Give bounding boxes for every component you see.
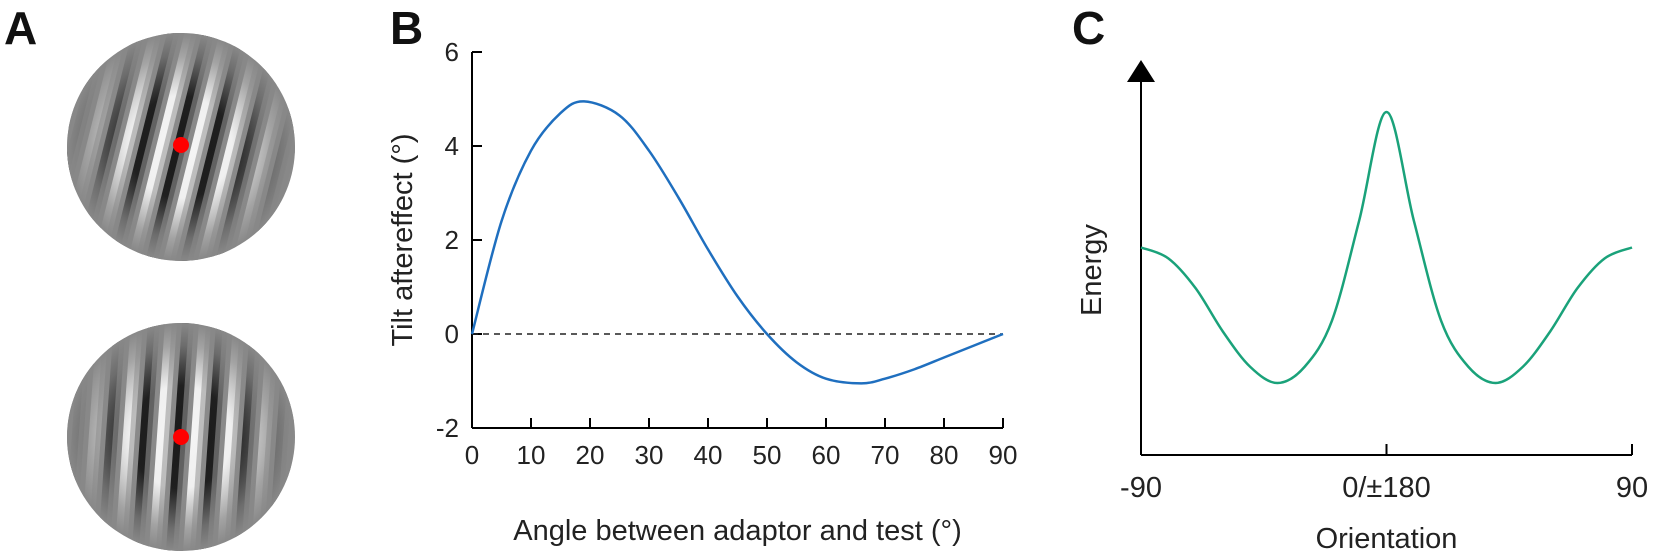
x-tick-label: 40 bbox=[694, 440, 723, 470]
x-tick-label: 50 bbox=[753, 440, 782, 470]
x-tick-label: 10 bbox=[517, 440, 546, 470]
panel-letter-c: C bbox=[1072, 2, 1105, 54]
x-tick-label: -90 bbox=[1120, 472, 1162, 504]
x-tick-label: 60 bbox=[812, 440, 841, 470]
x-tick-label: 20 bbox=[576, 440, 605, 470]
x-tick-label: 0/±180 bbox=[1342, 472, 1431, 504]
x-tick-label: 90 bbox=[1616, 472, 1648, 504]
grating-stimulus-test bbox=[67, 323, 295, 551]
x-tick-label: 0 bbox=[465, 440, 479, 470]
x-tick-label: 80 bbox=[930, 440, 959, 470]
chart-c: -90 0/±180 90 Orientation Energy bbox=[1076, 60, 1648, 555]
fixation-dot-1 bbox=[173, 137, 189, 153]
y-tick-label: 4 bbox=[445, 131, 459, 161]
grating-stimulus-adaptor bbox=[67, 33, 295, 261]
energy-curve bbox=[1140, 110, 1633, 385]
y-axis-label: Tilt aftereffect (°) bbox=[387, 133, 419, 346]
x-tick-label: 70 bbox=[871, 440, 900, 470]
y-tick-label: 0 bbox=[445, 319, 459, 349]
y-axis-label: Energy bbox=[1076, 224, 1108, 316]
y-axis-arrow bbox=[1127, 60, 1155, 82]
x-tick-label: 90 bbox=[989, 440, 1018, 470]
x-axis-label: Angle between adaptor and test (°) bbox=[513, 515, 962, 547]
panel-letter-a: A bbox=[4, 2, 37, 54]
x-tick-label: 30 bbox=[635, 440, 664, 470]
panel-letter-b: B bbox=[390, 2, 423, 54]
y-tick-label: 6 bbox=[445, 37, 459, 67]
tilt-aftereffect-curve bbox=[470, 100, 1004, 385]
y-tick-label: 2 bbox=[445, 225, 459, 255]
x-axis-label: Orientation bbox=[1316, 523, 1458, 555]
fixation-dot-2 bbox=[173, 429, 189, 445]
y-tick-label: -2 bbox=[436, 413, 459, 443]
